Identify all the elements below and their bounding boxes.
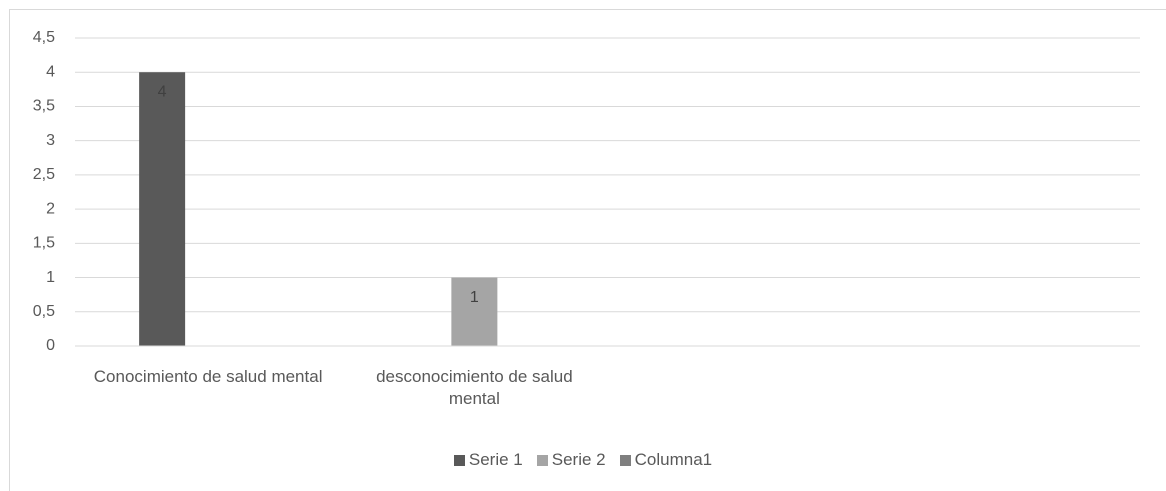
y-tick-label: 1 — [46, 269, 55, 286]
y-tick-label: 0,5 — [33, 303, 55, 320]
data-label: 1 — [470, 289, 479, 306]
legend-swatch — [619, 454, 631, 466]
x-tick-label: desconocimiento de salud mental — [376, 367, 573, 408]
y-tick-label: 2,5 — [33, 166, 55, 183]
y-tick-label: 1,5 — [33, 235, 55, 252]
data-label: 4 — [158, 83, 167, 100]
bar — [139, 72, 186, 346]
y-tick-label: 4 — [46, 63, 55, 80]
y-tick-label: 0 — [46, 337, 55, 354]
legend-label: Serie 2 — [551, 450, 606, 469]
legend-swatch — [453, 454, 465, 466]
y-tick-label: 3 — [46, 132, 55, 149]
legend-item: Serie 1 — [453, 450, 523, 470]
legend-item: Columna1 — [619, 450, 713, 470]
bar — [451, 277, 498, 346]
y-tick-label: 2 — [46, 200, 55, 217]
legend-item: Serie 2 — [536, 450, 606, 470]
legend: Serie 1 Serie 2 Columna1 — [0, 450, 1166, 470]
y-tick-label: 3,5 — [33, 98, 55, 115]
legend-label: Serie 1 — [468, 450, 523, 469]
legend-label: Columna1 — [634, 450, 713, 469]
chart-border — [9, 9, 1166, 491]
legend-swatch — [536, 454, 548, 466]
y-tick-label: 4,5 — [33, 29, 55, 46]
x-tick-label: Conocimiento de salud mental — [93, 367, 323, 386]
